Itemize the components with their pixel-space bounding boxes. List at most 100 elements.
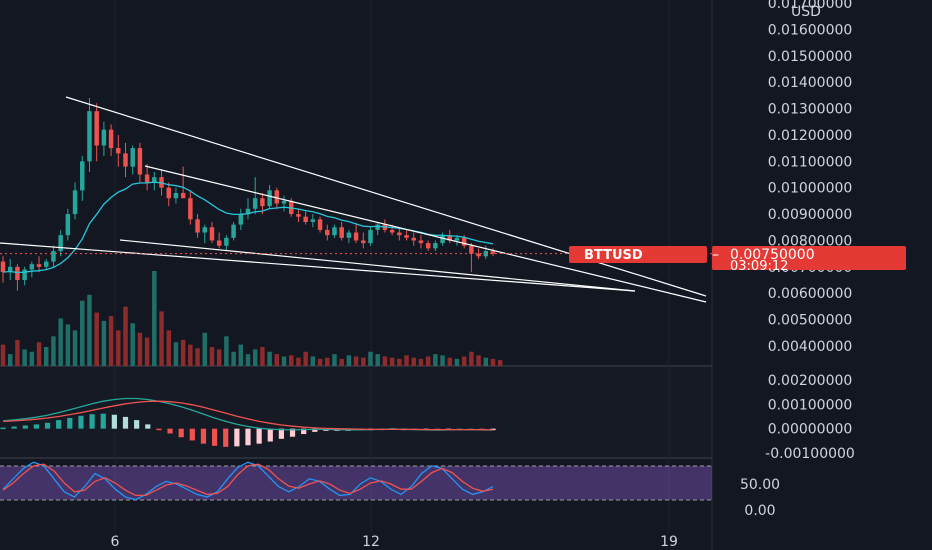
rsi-axis[interactable]: 50.00 0.00: [740, 477, 780, 519]
candle-body: [216, 240, 222, 246]
candle-body: [469, 245, 474, 254]
volume-bar: [87, 294, 92, 366]
macd-histogram-bar: [267, 428, 273, 442]
macd-axis[interactable]: 0.00200000 0.00100000 0.00000000 -0.0010000…: [765, 373, 855, 462]
volume-bar: [80, 300, 85, 366]
candle-body: [368, 229, 373, 244]
volume-bar: [152, 271, 157, 366]
macd-histogram-bar: [245, 428, 251, 446]
macd-histogram-bar: [278, 428, 285, 439]
volume-bar: [375, 354, 380, 366]
volume-bar: [159, 311, 164, 366]
candle-body: [375, 224, 380, 230]
candle-body: [195, 219, 200, 233]
price-tag-bg: [712, 246, 906, 270]
macd-histogram-bar: [11, 426, 17, 429]
volume-bar: [108, 316, 114, 366]
candle-body: [58, 235, 63, 252]
volume-bar: [497, 360, 503, 366]
candle-body: [80, 161, 85, 191]
macd-histogram-bar: [211, 428, 218, 446]
candle-body: [346, 232, 352, 238]
candlesticks: [0, 97, 496, 291]
macd-histogram-bar: [301, 428, 307, 435]
candle-body: [108, 129, 114, 149]
trendline-lower-short[interactable]: [119, 239, 636, 292]
macd-histogram-bar: [122, 416, 129, 429]
candle-body: [238, 214, 244, 225]
macd-tick-label: -0.00100000: [765, 446, 855, 462]
volume-bar: [144, 337, 150, 366]
candle-body: [281, 200, 287, 204]
candle-body: [440, 235, 445, 244]
volume-bar: [397, 358, 402, 366]
candle-body: [397, 232, 402, 236]
macd-histogram-bar: [156, 428, 162, 431]
volume-bar: [36, 342, 42, 366]
macd-tick-label: 0.00000000: [768, 422, 853, 438]
volume-bar: [346, 355, 352, 366]
price-tick-label: 0.01100000: [768, 154, 853, 170]
macd-histogram-bar: [256, 428, 262, 444]
trendline-lower-long[interactable]: [0, 242, 636, 292]
candle-body: [36, 264, 42, 267]
candle-body: [447, 235, 452, 241]
trendline-upper-short[interactable]: [144, 165, 707, 303]
rsi-tick-label: 0.00: [744, 503, 775, 519]
symbol-tag-bg: [569, 246, 707, 263]
time-tick-label: 6: [111, 534, 120, 550]
volume-bar: [404, 355, 409, 366]
candle-body: [51, 251, 56, 262]
candle-body: [418, 240, 424, 244]
price-tick-label: 0.01000000: [768, 181, 853, 197]
macd-histogram-bar: [56, 420, 62, 429]
volume-bar: [166, 330, 171, 366]
candle-body: [332, 227, 337, 236]
candle-body: [22, 269, 27, 281]
price-tick-label: 0.01200000: [768, 128, 853, 144]
candle-body: [231, 224, 236, 238]
macd-pane: [0, 367, 712, 457]
volume-bar: [310, 356, 316, 366]
volume-bar: [29, 351, 35, 366]
candle-body: [144, 174, 150, 183]
volume-bar: [44, 347, 49, 366]
volume-bar: [425, 356, 431, 366]
volume-bar: [361, 357, 366, 366]
macd-histogram-bar: [67, 417, 73, 429]
volume-bar: [22, 349, 27, 366]
volume-bar: [58, 318, 63, 366]
candle-body: [72, 190, 78, 215]
macd-histogram-bar: [111, 414, 117, 429]
volume-bar: [130, 323, 135, 366]
time-axis[interactable]: 6 12 19: [111, 534, 678, 550]
volume-bar: [7, 354, 13, 366]
candle-body: [94, 111, 99, 146]
volume-bar: [433, 354, 438, 366]
candle-body: [137, 148, 143, 175]
price-tick-label: 0.01300000: [768, 102, 853, 118]
volume-bars: [0, 271, 503, 366]
volume-bar: [238, 344, 244, 366]
macd-histogram-bar: [234, 428, 240, 447]
candle-body: [339, 227, 344, 238]
volume-bar: [469, 351, 474, 366]
macd-histogram-bar: [145, 424, 151, 429]
time-gridlines: [114, 0, 670, 532]
macd-histogram-bar: [78, 415, 84, 429]
rsi-pane: [0, 459, 712, 532]
price-tick-label: 0.01700000: [768, 0, 853, 12]
candle-body: [353, 232, 359, 241]
volume-bar: [252, 349, 258, 366]
currency-label: USD: [791, 4, 821, 20]
volume-bar: [332, 354, 337, 366]
candle-body: [303, 216, 308, 222]
volume-bar: [382, 356, 388, 366]
macd-histogram-bar: [312, 428, 318, 432]
macd-histogram-bar: [22, 425, 28, 429]
price-tick-label: 0.00600000: [768, 286, 853, 302]
volume-bar: [274, 354, 280, 366]
time-tick-label: 19: [660, 534, 678, 550]
volume-bar: [325, 357, 330, 366]
